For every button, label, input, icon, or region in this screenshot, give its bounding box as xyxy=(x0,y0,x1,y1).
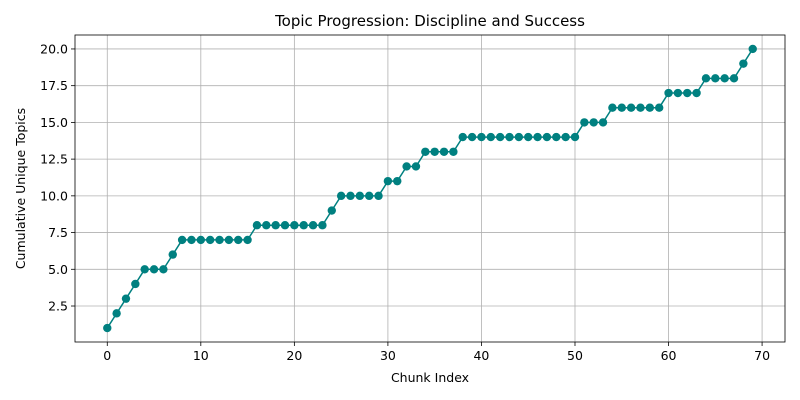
data-point xyxy=(421,147,430,156)
series-line xyxy=(106,48,754,329)
data-point xyxy=(411,162,421,171)
data-point xyxy=(467,132,477,142)
data-point xyxy=(720,74,729,83)
data-point xyxy=(346,191,355,201)
data-point xyxy=(205,235,215,245)
data-point xyxy=(318,221,327,230)
data-point xyxy=(524,132,533,142)
data-point xyxy=(626,103,636,112)
data-point xyxy=(215,235,224,245)
y-tick-label: 15.0 xyxy=(40,115,68,130)
data-point xyxy=(748,44,757,54)
x-tick-label: 20 xyxy=(286,348,302,363)
data-point xyxy=(495,132,505,142)
data-point xyxy=(224,235,234,245)
data-point xyxy=(196,235,206,245)
data-point xyxy=(159,265,168,274)
data-point xyxy=(252,221,262,230)
data-point xyxy=(580,118,589,127)
data-point xyxy=(262,221,271,230)
data-point xyxy=(542,132,552,142)
x-tick-label: 40 xyxy=(473,348,489,363)
data-point xyxy=(654,103,664,112)
data-point xyxy=(692,88,701,98)
x-tick-label: 30 xyxy=(380,348,396,363)
data-point xyxy=(608,103,617,112)
data-point xyxy=(336,191,346,201)
y-tick-label: 2.5 xyxy=(48,299,68,314)
data-point xyxy=(103,323,112,333)
y-tick-label: 10.0 xyxy=(40,188,68,203)
data-point xyxy=(121,294,131,303)
data-point xyxy=(308,221,318,230)
plot-frame xyxy=(74,34,786,343)
data-point xyxy=(533,132,542,142)
data-point xyxy=(383,176,393,186)
y-tick-label: 7.5 xyxy=(48,225,68,240)
data-point xyxy=(187,235,196,245)
data-point xyxy=(729,74,739,83)
y-axis-label: Cumulative Unique Topics xyxy=(13,108,28,269)
data-point xyxy=(664,88,673,98)
data-point xyxy=(112,309,121,318)
data-point xyxy=(355,191,365,201)
data-point xyxy=(739,59,748,68)
data-point xyxy=(243,235,252,245)
data-point xyxy=(458,132,467,142)
y-tick-label: 17.5 xyxy=(40,78,68,93)
axis-ticks: 0 10 20 30 40 50 60 70 2.5 5.0 7.5 10.0 12.5 15.0 17.5… xyxy=(40,41,770,363)
data-point xyxy=(505,132,514,142)
y-tick-label: 12.5 xyxy=(40,152,68,167)
data-point xyxy=(177,235,187,245)
x-tick-label: 70 xyxy=(754,348,770,363)
y-tick-label: 20.0 xyxy=(40,41,68,56)
data-point xyxy=(617,103,626,112)
x-axis-label: Chunk Index xyxy=(391,370,469,385)
data-point xyxy=(149,265,159,274)
data-point xyxy=(393,176,402,186)
data-point xyxy=(140,265,149,274)
data-point xyxy=(290,221,299,230)
data-point xyxy=(552,132,561,142)
data-point xyxy=(673,88,683,98)
grid xyxy=(75,35,785,342)
data-point xyxy=(636,103,645,112)
data-point xyxy=(598,118,608,127)
data-point xyxy=(364,191,374,201)
data-point xyxy=(645,103,655,112)
data-point xyxy=(271,221,280,230)
data-point xyxy=(589,118,598,127)
data-point xyxy=(439,147,449,156)
data-point xyxy=(402,162,411,171)
data-point xyxy=(131,279,140,289)
data-point xyxy=(486,132,496,142)
data-point xyxy=(711,74,720,83)
series xyxy=(103,44,757,333)
chart-title: Topic Progression: Discipline and Succes… xyxy=(274,12,585,30)
data-point xyxy=(477,132,486,142)
data-point xyxy=(701,74,711,83)
data-point xyxy=(374,191,383,201)
x-tick-label: 50 xyxy=(567,348,583,363)
x-tick-label: 10 xyxy=(193,348,209,363)
data-point xyxy=(327,206,336,215)
data-point xyxy=(430,147,439,156)
x-tick-label: 60 xyxy=(661,348,677,363)
data-point xyxy=(683,88,692,98)
data-point xyxy=(280,221,290,230)
data-point xyxy=(449,147,458,156)
data-point xyxy=(561,132,570,142)
data-point xyxy=(168,250,177,259)
data-point xyxy=(299,221,308,230)
data-point xyxy=(234,235,243,245)
y-tick-label: 5.0 xyxy=(48,262,68,277)
x-tick-label: 0 xyxy=(103,348,111,363)
data-point xyxy=(570,132,580,142)
data-point xyxy=(514,132,524,142)
